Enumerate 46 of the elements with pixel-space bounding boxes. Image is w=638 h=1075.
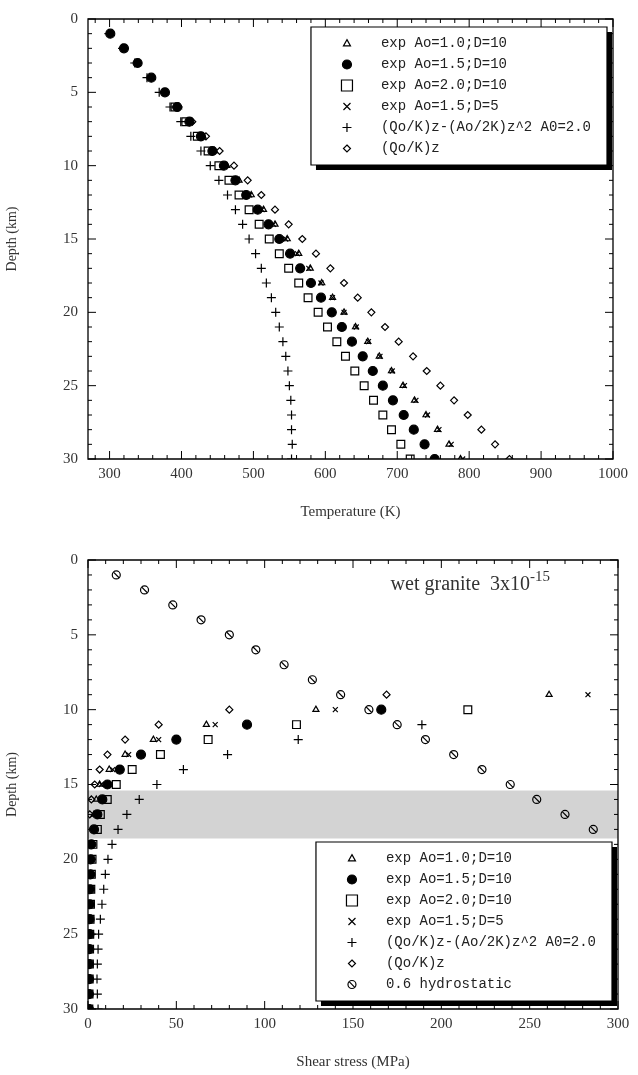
x-tick-label: 600 bbox=[314, 464, 337, 481]
y-tick-label: 15 bbox=[63, 775, 78, 792]
legend-label: exp Ao=1.5;D=10 bbox=[380, 56, 507, 73]
y-axis-title: Depth (km) bbox=[4, 751, 21, 817]
x-tick-label: 300 bbox=[98, 464, 121, 481]
x-tick-label: 200 bbox=[430, 1014, 453, 1031]
legend-label: exp Ao=2.0;D=10 bbox=[380, 77, 507, 94]
legend-label: 0.6 hydrostatic bbox=[385, 976, 512, 993]
legend-label: exp Ao=2.0;D=10 bbox=[385, 892, 512, 909]
x-tick-label: 250 bbox=[518, 1014, 541, 1031]
y-tick-label: 5 bbox=[70, 83, 78, 100]
legend-label: exp Ao=1.0;D=10 bbox=[380, 35, 507, 52]
y-tick-label: 0 bbox=[70, 9, 78, 26]
legend-label: (Qo/K)z bbox=[380, 140, 440, 157]
legend-label: exp Ao=1.5;D=5 bbox=[380, 98, 499, 115]
y-tick-label: 25 bbox=[63, 925, 78, 942]
y-tick-label: 20 bbox=[63, 850, 78, 867]
legend-label: exp Ao=1.5;D=10 bbox=[385, 871, 512, 888]
y-tick-label: 10 bbox=[63, 156, 78, 173]
y-tick-label: 5 bbox=[70, 625, 78, 642]
x-axis-title: Shear stress (MPa) bbox=[296, 1052, 410, 1070]
y-tick-label: 0 bbox=[70, 550, 78, 567]
x-axis-title: Temperature (K) bbox=[300, 502, 401, 520]
y-tick-label: 20 bbox=[63, 303, 78, 320]
x-tick-label: 500 bbox=[242, 464, 265, 481]
x-tick-label: 100 bbox=[253, 1014, 276, 1031]
y-tick-label: 10 bbox=[63, 700, 78, 717]
y-tick-label: 30 bbox=[63, 449, 78, 466]
x-tick-label: 300 bbox=[606, 1014, 630, 1031]
x-tick-label: 1000 bbox=[598, 464, 628, 481]
x-tick-label: 0 bbox=[84, 1014, 92, 1031]
legend-label: (Qo/K)z bbox=[385, 955, 445, 972]
y-tick-label: 25 bbox=[63, 376, 78, 393]
y-tick-label: 15 bbox=[63, 229, 78, 246]
x-tick-label: 400 bbox=[170, 464, 193, 481]
x-tick-label: 150 bbox=[341, 1014, 365, 1031]
x-tick-label: 900 bbox=[529, 464, 553, 481]
legend-label: (Qo/K)z-(Ao/2K)z^2 A0=2.0 bbox=[385, 934, 597, 951]
legend-label: exp Ao=1.0;D=10 bbox=[385, 850, 512, 867]
x-tick-label: 50 bbox=[168, 1014, 184, 1031]
legend-label: (Qo/K)z-(Ao/2K)z^2 A0=2.0 bbox=[380, 119, 592, 136]
legend-label: exp Ao=1.5;D=5 bbox=[385, 913, 504, 930]
x-tick-label: 700 bbox=[386, 464, 409, 481]
x-tick-label: 800 bbox=[457, 464, 481, 481]
y-tick-label: 30 bbox=[63, 999, 78, 1016]
y-axis-title: Depth (km) bbox=[4, 206, 21, 272]
